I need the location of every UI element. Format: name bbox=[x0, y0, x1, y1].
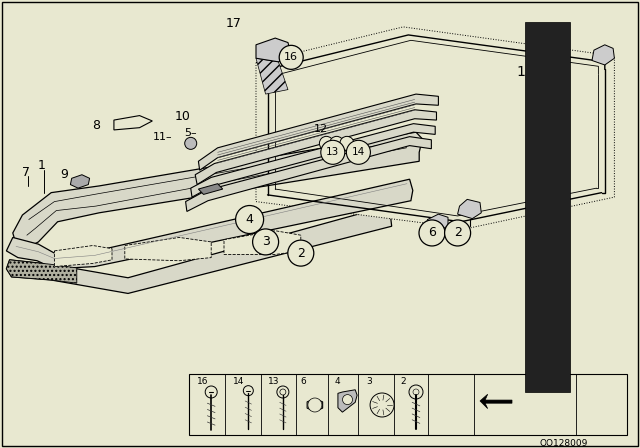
Circle shape bbox=[280, 389, 286, 395]
Text: 1: 1 bbox=[38, 159, 45, 172]
Polygon shape bbox=[6, 211, 392, 293]
Circle shape bbox=[205, 386, 217, 398]
Circle shape bbox=[243, 386, 253, 396]
Text: OO128009: OO128009 bbox=[539, 439, 588, 448]
Text: 11–: 11– bbox=[153, 132, 173, 142]
Text: 6: 6 bbox=[300, 377, 306, 386]
Polygon shape bbox=[458, 199, 481, 219]
Circle shape bbox=[321, 140, 345, 164]
Polygon shape bbox=[198, 184, 223, 194]
Circle shape bbox=[419, 220, 445, 246]
Polygon shape bbox=[338, 390, 357, 412]
Text: 14: 14 bbox=[233, 377, 244, 386]
Text: 4: 4 bbox=[246, 213, 253, 226]
Text: 2: 2 bbox=[454, 226, 461, 240]
Circle shape bbox=[330, 136, 344, 151]
Circle shape bbox=[413, 389, 419, 395]
Circle shape bbox=[319, 136, 333, 151]
Text: 2: 2 bbox=[297, 246, 305, 260]
Circle shape bbox=[342, 395, 353, 405]
Polygon shape bbox=[256, 58, 288, 94]
Text: 16: 16 bbox=[284, 52, 298, 62]
Text: 3: 3 bbox=[262, 235, 269, 249]
Circle shape bbox=[409, 385, 423, 399]
Text: 13: 13 bbox=[326, 147, 339, 157]
Polygon shape bbox=[195, 110, 436, 185]
Polygon shape bbox=[224, 231, 301, 254]
Polygon shape bbox=[480, 394, 512, 409]
Polygon shape bbox=[70, 175, 90, 188]
Text: 7: 7 bbox=[22, 166, 29, 179]
Circle shape bbox=[236, 206, 264, 233]
Text: 14: 14 bbox=[352, 147, 365, 157]
Bar bbox=[189, 374, 627, 435]
Text: 16: 16 bbox=[197, 377, 209, 386]
Text: 5–: 5– bbox=[184, 128, 197, 138]
Polygon shape bbox=[6, 260, 77, 283]
Polygon shape bbox=[256, 38, 291, 62]
Text: 6: 6 bbox=[428, 226, 436, 240]
Polygon shape bbox=[191, 124, 435, 197]
Polygon shape bbox=[426, 214, 448, 231]
Polygon shape bbox=[13, 132, 422, 249]
Circle shape bbox=[279, 45, 303, 69]
Polygon shape bbox=[198, 94, 438, 170]
Text: 13: 13 bbox=[268, 377, 279, 386]
Text: 2: 2 bbox=[400, 377, 406, 386]
Polygon shape bbox=[186, 137, 431, 211]
Polygon shape bbox=[125, 237, 211, 261]
Text: 17: 17 bbox=[225, 17, 241, 30]
Circle shape bbox=[340, 136, 354, 151]
Circle shape bbox=[346, 140, 371, 164]
Polygon shape bbox=[114, 116, 152, 130]
Circle shape bbox=[253, 229, 278, 255]
Polygon shape bbox=[256, 27, 614, 228]
Text: 12: 12 bbox=[314, 124, 328, 134]
Circle shape bbox=[370, 393, 394, 417]
Circle shape bbox=[277, 386, 289, 398]
Polygon shape bbox=[6, 179, 413, 269]
Bar bbox=[525, 22, 570, 392]
Text: 9: 9 bbox=[60, 168, 68, 181]
Circle shape bbox=[308, 398, 322, 412]
Text: 3: 3 bbox=[366, 377, 372, 386]
Text: 10: 10 bbox=[175, 110, 190, 123]
Text: 8: 8 bbox=[92, 119, 100, 132]
Polygon shape bbox=[592, 45, 614, 65]
Text: 4: 4 bbox=[334, 377, 340, 386]
Circle shape bbox=[185, 138, 196, 149]
Circle shape bbox=[445, 220, 470, 246]
Polygon shape bbox=[54, 246, 112, 267]
Text: 15: 15 bbox=[516, 65, 534, 79]
Circle shape bbox=[288, 240, 314, 266]
